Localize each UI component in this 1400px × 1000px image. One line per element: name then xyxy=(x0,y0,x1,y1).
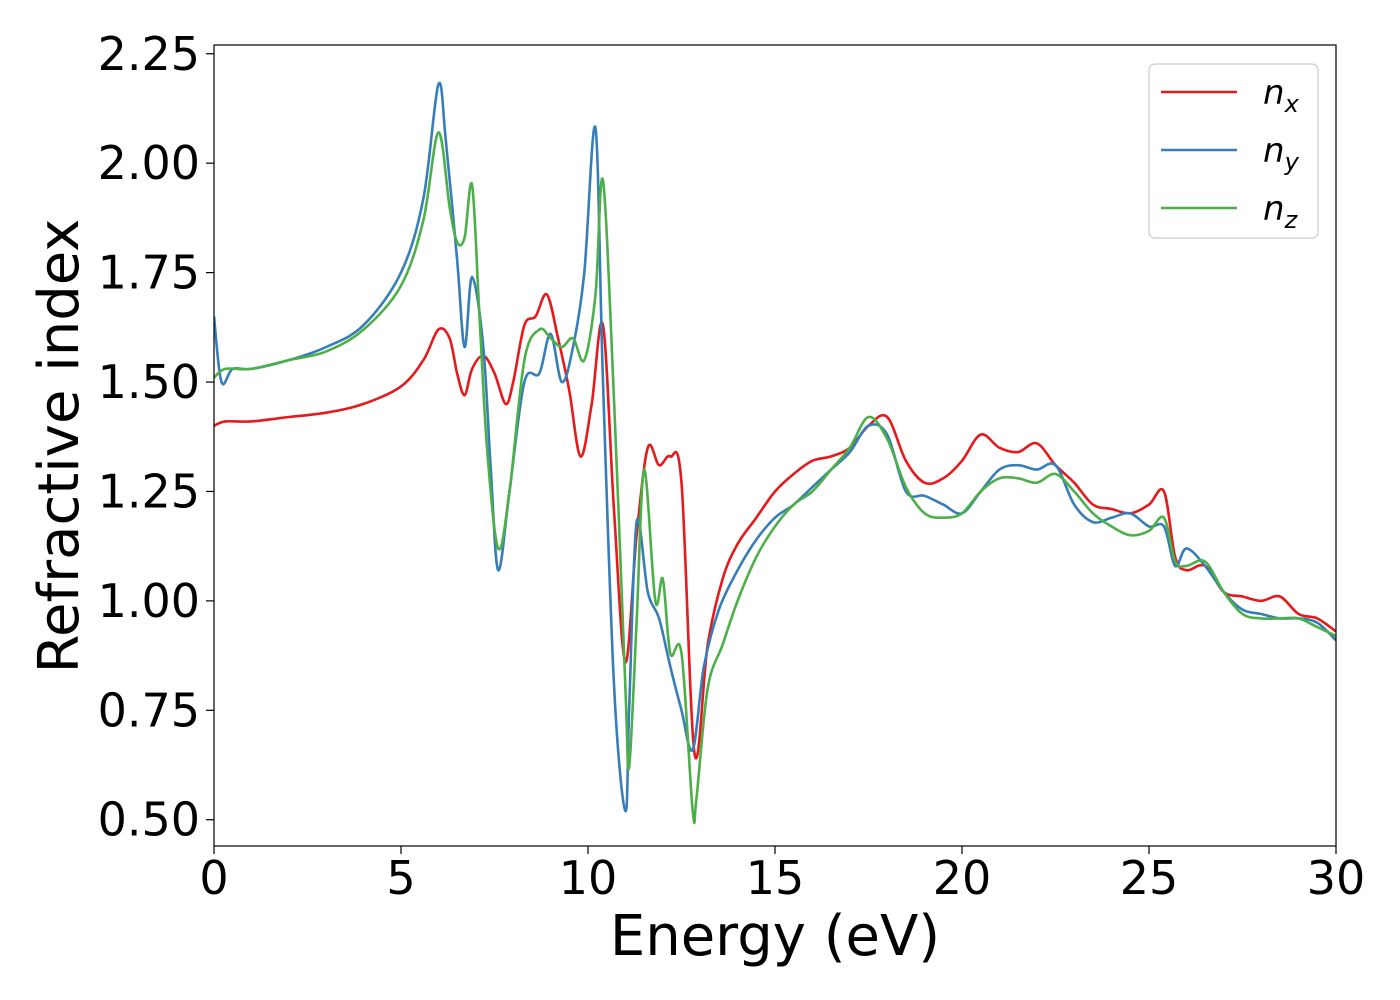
x-axis-label: Energy (eV) xyxy=(610,904,940,969)
x-tick-label: 20 xyxy=(933,851,992,905)
x-tick-label: 0 xyxy=(199,851,228,905)
y-tick-label: 1.75 xyxy=(98,246,200,300)
y-tick-label: 2.00 xyxy=(98,136,200,190)
y-tick-label: 1.25 xyxy=(98,464,200,518)
x-tick-label: 5 xyxy=(386,851,415,905)
x-tick-label: 15 xyxy=(746,851,805,905)
y-tick-label: 0.50 xyxy=(98,793,200,847)
x-axis: 0 5 10 15 20 25 30 xyxy=(199,846,1365,905)
x-tick-label: 30 xyxy=(1307,851,1366,905)
y-tick-label: 2.25 xyxy=(98,27,200,81)
y-axis: 0.50 0.75 1.00 1.25 1.50 1.75 2.00 2.25 xyxy=(98,27,214,847)
x-tick-label: 25 xyxy=(1120,851,1179,905)
series-line-ny xyxy=(214,81,1336,813)
series-lines xyxy=(214,81,1336,825)
x-tick-label: 10 xyxy=(559,851,618,905)
y-axis-label: Refractive index xyxy=(27,219,92,674)
series-line-nz xyxy=(214,131,1336,825)
y-tick-label: 1.00 xyxy=(98,574,200,628)
y-tick-label: 1.50 xyxy=(98,355,200,409)
y-tick-label: 0.75 xyxy=(98,683,200,737)
